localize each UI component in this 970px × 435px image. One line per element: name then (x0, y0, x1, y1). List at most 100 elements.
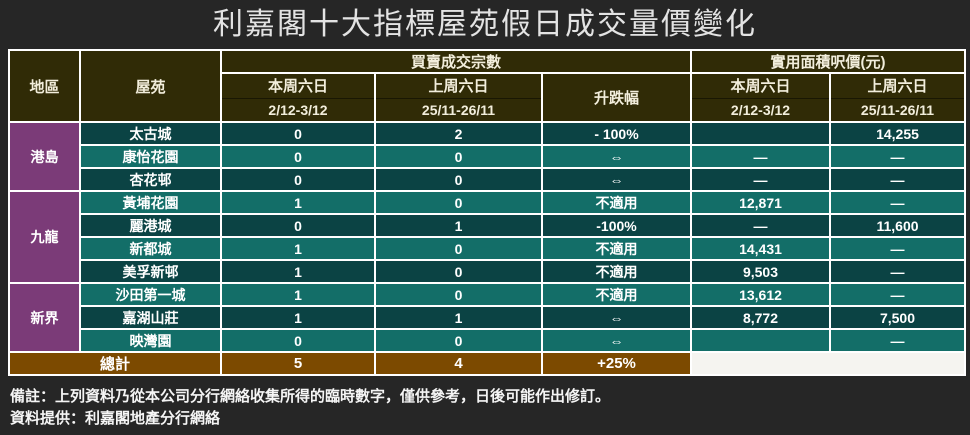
estate-cell: 杏花邨 (79, 167, 222, 192)
estate-cell: 嘉湖山莊 (79, 305, 222, 330)
header-main-row: 本周六日 上周六日 升跌幅 本周六日 上周六日 (9, 72, 966, 123)
date-range-last-week-price: 25/11-26/11 (829, 97, 966, 123)
estate-transactions-table: 地區 屋苑 買賣成交宗數 實用面積呎價(元) 本周六日 上周六日 升跌幅 本周六… (8, 49, 966, 376)
count-this-week-cell: 0 (220, 328, 376, 353)
estate-cell: 麗港城 (79, 213, 222, 238)
column-group-transactions: 買賣成交宗數 (220, 49, 692, 74)
change-cell: 不適用 (541, 190, 692, 215)
table-row: 映灣園 0 0 ⇔ — (9, 328, 966, 353)
change-cell: 不適用 (541, 236, 692, 261)
total-label-cell: 總計 (8, 351, 222, 376)
price-this-week-cell: 12,871 (690, 190, 831, 215)
price-last-week-cell: — (829, 144, 966, 169)
table-row: 新都城 1 0 不適用 14,431 — (9, 236, 966, 261)
total-count-this-week-cell: 5 (220, 351, 376, 376)
region-cell: 九龍 (8, 190, 81, 284)
column-header-this-week-count: 本周六日 (220, 72, 376, 99)
change-cell: -100% (541, 213, 692, 238)
estate-cell: 沙田第一城 (79, 282, 222, 307)
estate-cell: 太古城 (79, 121, 222, 146)
region-cell: 港島 (8, 121, 81, 192)
price-last-week-cell: — (829, 282, 966, 307)
table-row: 新界 沙田第一城 1 0 不適用 13,612 — (8, 282, 966, 353)
footnote-source: 資料提供：利嘉閣地產分行網絡 (10, 409, 221, 427)
column-header-last-week-price: 上周六日 (829, 72, 966, 99)
table-row: 杏花邨 0 0 ⇔ — — (9, 167, 966, 192)
change-cell: ⇔ (541, 167, 692, 192)
price-last-week-cell: — (829, 190, 966, 215)
price-this-week-cell: 13,612 (690, 282, 831, 307)
region-cell: 新界 (8, 282, 81, 353)
count-this-week-cell: 1 (220, 282, 376, 307)
count-last-week-cell: 0 (374, 259, 543, 284)
count-this-week-cell: 1 (220, 190, 376, 215)
price-last-week-cell: 14,255 (829, 121, 966, 146)
column-header-change: 升跌幅 (541, 72, 692, 123)
price-this-week-cell (690, 328, 831, 353)
table-row: 康怡花園 0 0 ⇔ — — (9, 144, 966, 169)
change-cell: 不適用 (541, 259, 692, 284)
header-group-row: 地區 屋苑 買賣成交宗數 實用面積呎價(元) (8, 49, 966, 123)
count-last-week-cell: 0 (374, 190, 543, 215)
count-last-week-cell: 0 (374, 282, 543, 307)
table-row: 麗港城 0 1 -100% — 11,600 (9, 213, 966, 238)
count-this-week-cell: 1 (220, 259, 376, 284)
total-blank-cell (690, 351, 966, 376)
footnotes: 備註：上列資料乃從本公司分行網絡收集所得的臨時數字，僅供參考，日後可能作出修訂。… (10, 385, 970, 429)
table-row: 港島 太古城 0 2 - 100% 14,255 (8, 121, 966, 192)
count-this-week-cell: 1 (220, 236, 376, 261)
column-header-last-week-count: 上周六日 (374, 72, 543, 99)
count-last-week-cell: 0 (374, 144, 543, 169)
count-this-week-cell: 0 (220, 167, 376, 192)
page-title: 利嘉閣十大指標屋苑假日成交量價變化 (213, 7, 757, 42)
change-cell: ⇔ (541, 305, 692, 330)
table-row: 美孚新邨 1 0 不適用 9,503 — (9, 259, 966, 284)
price-last-week-cell: 11,600 (829, 213, 966, 238)
price-this-week-cell: 9,503 (690, 259, 831, 284)
price-last-week-cell: — (829, 236, 966, 261)
price-this-week-cell: 8,772 (690, 305, 831, 330)
price-last-week-cell: — (829, 259, 966, 284)
footnote-remark: 備註：上列資料乃從本公司分行網絡收集所得的臨時數字，僅供參考，日後可能作出修訂。 (10, 387, 611, 405)
total-change-cell: +25% (541, 351, 692, 376)
count-last-week-cell: 0 (374, 328, 543, 353)
count-this-week-cell: 0 (220, 144, 376, 169)
count-last-week-cell: 2 (374, 121, 543, 146)
price-this-week-cell (690, 121, 831, 146)
column-header-region: 地區 (8, 49, 81, 123)
count-last-week-cell: 1 (374, 213, 543, 238)
price-last-week-cell: 7,500 (829, 305, 966, 330)
count-this-week-cell: 0 (220, 121, 376, 146)
date-range-last-week-count: 25/11-26/11 (374, 97, 543, 123)
count-this-week-cell: 1 (220, 305, 376, 330)
table-row: 嘉湖山莊 1 1 ⇔ 8,772 7,500 (9, 305, 966, 330)
estate-cell: 映灣園 (79, 328, 222, 353)
change-cell: - 100% (541, 121, 692, 146)
header-date-row: 2/12-3/12 25/11-26/11 2/12-3/12 25/11-26… (9, 97, 966, 123)
change-cell: 不適用 (541, 282, 692, 307)
price-last-week-cell: — (829, 328, 966, 353)
change-cell: ⇔ (541, 144, 692, 169)
estate-cell: 美孚新邨 (79, 259, 222, 284)
price-last-week-cell: — (829, 167, 966, 192)
date-range-this-week-count: 2/12-3/12 (220, 97, 376, 123)
price-this-week-cell: — (690, 167, 831, 192)
date-range-this-week-price: 2/12-3/12 (690, 97, 831, 123)
price-this-week-cell: — (690, 213, 831, 238)
table-row: 九龍 黃埔花園 1 0 不適用 12,871 — (8, 190, 966, 284)
estate-cell: 黃埔花園 (79, 190, 222, 215)
change-cell: ⇔ (541, 328, 692, 353)
column-header-this-week-price: 本周六日 (690, 72, 831, 99)
estate-cell: 新都城 (79, 236, 222, 261)
column-group-price: 實用面積呎價(元) (690, 49, 966, 74)
count-last-week-cell: 0 (374, 167, 543, 192)
price-this-week-cell: — (690, 144, 831, 169)
column-header-estate: 屋苑 (79, 49, 222, 123)
count-this-week-cell: 0 (220, 213, 376, 238)
total-count-last-week-cell: 4 (374, 351, 543, 376)
price-this-week-cell: 14,431 (690, 236, 831, 261)
count-last-week-cell: 1 (374, 305, 543, 330)
total-row: 總計 5 4 +25% (8, 351, 966, 376)
estate-cell: 康怡花園 (79, 144, 222, 169)
count-last-week-cell: 0 (374, 236, 543, 261)
